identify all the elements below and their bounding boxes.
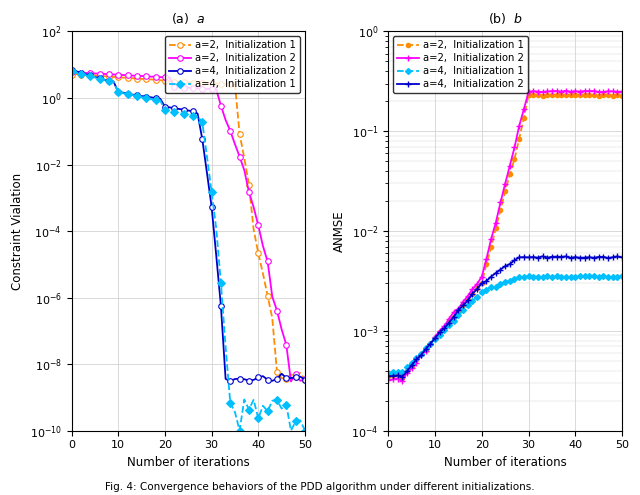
a=2,  Initialization 1 [301,377,309,383]
Line: a=2,  Initialization 1: a=2, Initialization 1 [387,93,624,380]
a=4,  Initialization 1 [460,307,467,313]
a=2,  Initialization 1 [124,75,131,81]
a=2,  Initialization 2 [119,72,127,78]
a=2,  Initialization 1 [613,92,621,98]
a=4,  Initialization 2 [227,378,234,384]
a=2,  Initialization 2 [221,117,229,123]
a=2,  Initialization 2 [296,378,304,384]
a=2,  Initialization 2 [399,378,406,384]
Line: a=4,  Initialization 1: a=4, Initialization 1 [387,274,624,375]
Legend: a=2,  Initialization 1, a=2,  Initialization 2, a=4,  Initialization 1, a=4,  In: a=2, Initialization 1, a=2, Initializati… [394,37,528,94]
a=4,  Initialization 2 [119,90,127,96]
Title: (b)  $b$: (b) $b$ [488,11,523,26]
a=2,  Initialization 1 [241,155,248,161]
Line: a=2,  Initialization 2: a=2, Initialization 2 [68,69,308,384]
a=2,  Initialization 1 [543,92,551,98]
Line: a=4,  Initialization 2: a=4, Initialization 2 [68,67,308,384]
a=4,  Initialization 2 [548,254,556,260]
a=4,  Initialization 1 [586,273,593,279]
X-axis label: Number of iterations: Number of iterations [444,456,566,469]
a=2,  Initialization 2 [562,88,570,94]
a=4,  Initialization 1 [138,94,145,100]
a=4,  Initialization 2 [460,302,467,308]
a=4,  Initialization 2 [562,253,570,259]
a=4,  Initialization 2 [464,297,472,303]
a=2,  Initialization 1 [296,370,304,376]
a=2,  Initialization 1 [227,81,234,87]
a=2,  Initialization 2 [460,298,467,304]
a=4,  Initialization 2 [539,253,547,259]
a=2,  Initialization 2 [68,69,76,75]
a=4,  Initialization 1 [296,417,304,423]
a=4,  Initialization 1 [287,428,295,434]
a=2,  Initialization 2 [464,293,472,299]
a=2,  Initialization 1 [460,302,467,308]
Y-axis label: Constraint Vialation: Constraint Vialation [11,172,24,290]
a=2,  Initialization 1 [385,373,392,379]
a=4,  Initialization 1 [454,312,462,318]
a=2,  Initialization 1 [142,76,150,82]
a=2,  Initialization 2 [287,379,295,385]
a=2,  Initialization 1 [464,297,472,302]
a=2,  Initialization 2 [618,89,626,95]
a=4,  Initialization 1 [539,274,547,280]
a=2,  Initialization 2 [142,73,150,79]
a=4,  Initialization 2 [138,93,145,99]
Line: a=4,  Initialization 1: a=4, Initialization 1 [68,68,308,434]
a=4,  Initialization 1 [142,95,150,101]
a=4,  Initialization 2 [68,67,76,73]
a=2,  Initialization 2 [385,377,392,383]
a=4,  Initialization 2 [618,254,626,260]
a=2,  Initialization 2 [236,153,243,159]
a=2,  Initialization 1 [618,93,626,99]
Line: a=2,  Initialization 2: a=2, Initialization 2 [386,88,625,384]
Legend: a=2,  Initialization 1, a=2,  Initialization 2, a=4,  Initialization 2, a=4,  In: a=2, Initialization 1, a=2, Initializati… [165,37,300,94]
a=2,  Initialization 1 [72,71,80,77]
a=4,  Initialization 1 [613,274,621,280]
a=4,  Initialization 1 [221,344,229,350]
a=4,  Initialization 2 [399,374,406,380]
a=4,  Initialization 2 [385,373,392,379]
a=4,  Initialization 2 [142,94,150,99]
a=2,  Initialization 2 [543,89,551,95]
Y-axis label: ANMSE: ANMSE [333,210,346,252]
a=4,  Initialization 1 [618,273,626,279]
a=4,  Initialization 2 [440,325,448,331]
a=4,  Initialization 1 [68,68,76,74]
a=2,  Initialization 1 [399,375,406,381]
a=2,  Initialization 2 [440,323,448,329]
a=4,  Initialization 1 [301,428,309,434]
a=4,  Initialization 2 [296,374,304,380]
a=4,  Initialization 1 [436,332,444,338]
a=2,  Initialization 2 [557,89,565,95]
a=2,  Initialization 2 [301,376,309,382]
a=4,  Initialization 2 [613,253,621,259]
a=2,  Initialization 1 [562,92,570,98]
Title: (a)  $a$: (a) $a$ [171,11,205,26]
a=4,  Initialization 2 [241,376,248,382]
a=4,  Initialization 1 [236,428,243,434]
a=4,  Initialization 1 [553,273,561,279]
a=4,  Initialization 1 [385,370,392,376]
a=4,  Initialization 1 [119,90,127,96]
Text: Fig. 4: Convergence behaviors of the PDD algorithm under different initializatio: Fig. 4: Convergence behaviors of the PDD… [105,482,535,492]
a=4,  Initialization 2 [221,376,229,382]
a=2,  Initialization 1 [557,92,565,98]
a=2,  Initialization 2 [138,73,145,79]
a=2,  Initialization 1 [440,325,448,331]
a=2,  Initialization 1 [147,76,155,82]
a=2,  Initialization 2 [613,89,621,95]
Line: a=4,  Initialization 2: a=4, Initialization 2 [386,253,625,380]
a=2,  Initialization 1 [68,72,76,78]
Line: a=2,  Initialization 1: a=2, Initialization 1 [68,71,308,383]
a=4,  Initialization 2 [301,377,309,383]
X-axis label: Number of iterations: Number of iterations [127,456,250,469]
